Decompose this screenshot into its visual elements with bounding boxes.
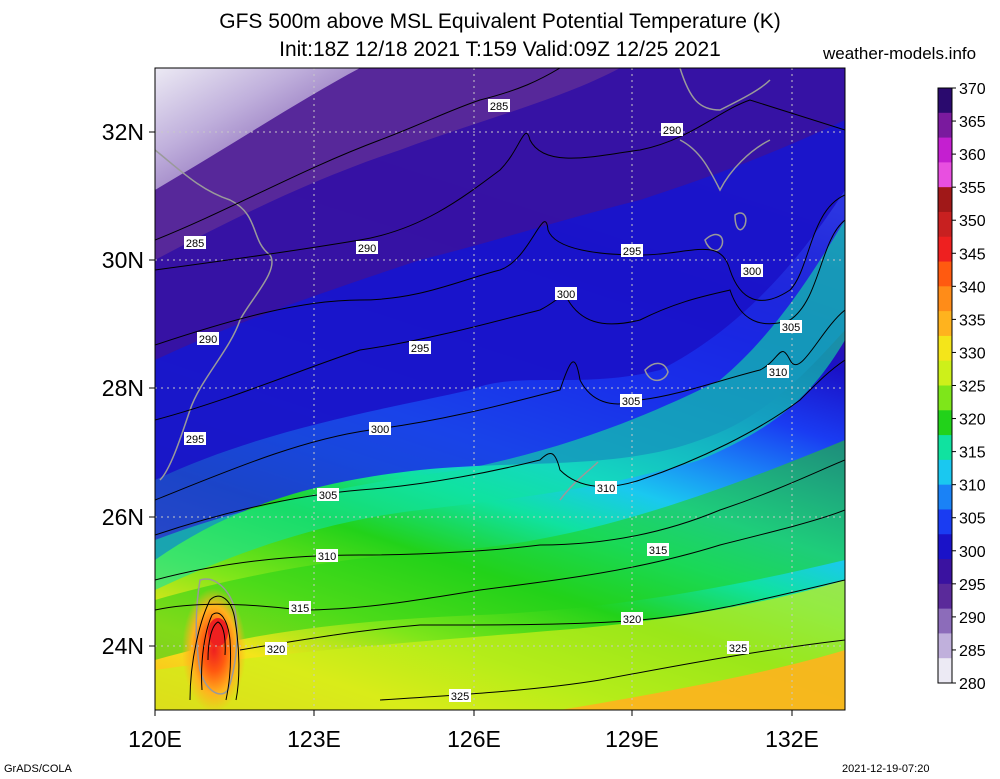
colorbar-swatch — [938, 633, 952, 659]
colorbar-swatch — [938, 360, 952, 386]
colorbar: 370 365 360 355 350 345 340 335 330 325 320 315 310 3… — [937, 81, 986, 693]
colorbar-label: 345 — [959, 246, 986, 263]
contour-label: 300 — [371, 424, 389, 436]
colorbar-label: 310 — [959, 478, 986, 495]
colorbar-label: 300 — [959, 544, 986, 561]
colorbar-swatch — [938, 658, 952, 684]
colorbar-swatch — [938, 211, 952, 238]
contour-label: 305 — [319, 490, 337, 502]
y-tick-label: 28N — [102, 375, 144, 401]
colorbar-label: 350 — [959, 213, 986, 230]
contour-label: 300 — [557, 289, 575, 301]
colorbar-swatch — [938, 335, 952, 362]
colorbar-label: 355 — [959, 180, 986, 197]
contour-label: 320 — [267, 644, 285, 656]
contour-label: 315 — [649, 545, 667, 557]
x-tick-label: 129E — [605, 726, 659, 752]
colorbar-swatch — [938, 88, 952, 114]
y-tick-label: 26N — [102, 504, 144, 530]
colorbar-label: 320 — [959, 412, 986, 429]
y-tick-label: 32N — [102, 119, 144, 145]
plot-frame — [154, 67, 846, 711]
brand-label: weather-models.info — [823, 44, 977, 63]
colorbar-swatch — [938, 608, 952, 634]
contour-label: 305 — [622, 396, 640, 408]
x-axis-labels: 120E 123E 126E 129E 132E — [128, 726, 819, 752]
contour-label: 325 — [729, 643, 747, 655]
colorbar-label: 340 — [959, 279, 986, 296]
colorbar-swatch — [938, 559, 952, 585]
colorbar-label: 285 — [959, 643, 986, 660]
colorbar-label: 290 — [959, 610, 986, 627]
colorbar-swatch — [938, 410, 952, 436]
contour-label: 310 — [769, 367, 787, 379]
colorbar-label: 315 — [959, 445, 986, 462]
colorbar-label: 295 — [959, 577, 986, 594]
colorbar-label: 365 — [959, 114, 986, 131]
colorbar-swatch — [938, 137, 952, 163]
x-tick-label: 123E — [287, 726, 341, 752]
colorbar-label: 335 — [959, 312, 986, 329]
y-tick-label: 30N — [102, 247, 144, 273]
contour-label: 300 — [743, 266, 761, 278]
contour-label: 290 — [199, 334, 217, 346]
theta-e-field: 285 290 285 290 295 300 300 290 295 305 … — [155, 68, 845, 710]
colorbar-swatch — [938, 112, 952, 139]
contour-label: 285 — [490, 101, 508, 113]
colorbar-swatch — [938, 311, 952, 337]
contour-label: 295 — [623, 246, 641, 258]
contour-label: 325 — [451, 691, 469, 703]
map-subtitle: Init:18Z 12/18 2021 T:159 Valid:09Z 12/2… — [279, 38, 721, 61]
colorbar-label: 370 — [959, 81, 986, 98]
colorbar-label: 360 — [959, 147, 986, 164]
contour-label: 315 — [291, 603, 309, 615]
colorbar-swatch — [938, 286, 952, 312]
y-tick-label: 24N — [102, 633, 144, 659]
contour-label: 310 — [597, 483, 615, 495]
contour-label: 320 — [623, 614, 641, 626]
contour-label: 295 — [186, 434, 204, 446]
colorbar-swatch — [938, 534, 952, 560]
colorbar-swatch — [938, 583, 952, 610]
contour-label: 295 — [411, 343, 429, 355]
colorbar-swatch — [938, 236, 952, 263]
colorbar-label: 305 — [959, 511, 986, 528]
colorbar-swatch — [938, 484, 952, 510]
x-tick-label: 132E — [765, 726, 819, 752]
contour-label: 290 — [358, 243, 376, 255]
contour-label: 310 — [318, 551, 336, 563]
colorbar-swatch — [938, 187, 952, 213]
x-tick-label: 120E — [128, 726, 182, 752]
contour-label: 305 — [782, 322, 800, 334]
colorbar-label: 330 — [959, 345, 986, 362]
footer-credit: GrADS/COLA — [4, 763, 72, 775]
colorbar-swatch — [938, 459, 952, 486]
contour-label: 285 — [186, 238, 204, 250]
colorbar-swatch — [938, 385, 952, 411]
colorbar-swatch — [938, 435, 952, 461]
colorbar-label: 325 — [959, 379, 986, 396]
colorbar-label: 280 — [959, 676, 986, 693]
footer-timestamp: 2021-12-19-07:20 — [842, 763, 930, 775]
y-axis-labels: 32N 30N 28N 26N 24N — [102, 119, 144, 659]
axis-ticks — [149, 131, 793, 716]
colorbar-swatch — [938, 162, 952, 188]
map-title: GFS 500m above MSL Equivalent Potential … — [219, 10, 781, 33]
colorbar-swatch — [938, 509, 952, 535]
contour-label: 290 — [663, 125, 681, 137]
x-tick-label: 126E — [447, 726, 501, 752]
colorbar-swatch — [938, 261, 952, 287]
contour-labels: 285 290 285 290 295 300 300 290 295 305 … — [184, 99, 802, 703]
